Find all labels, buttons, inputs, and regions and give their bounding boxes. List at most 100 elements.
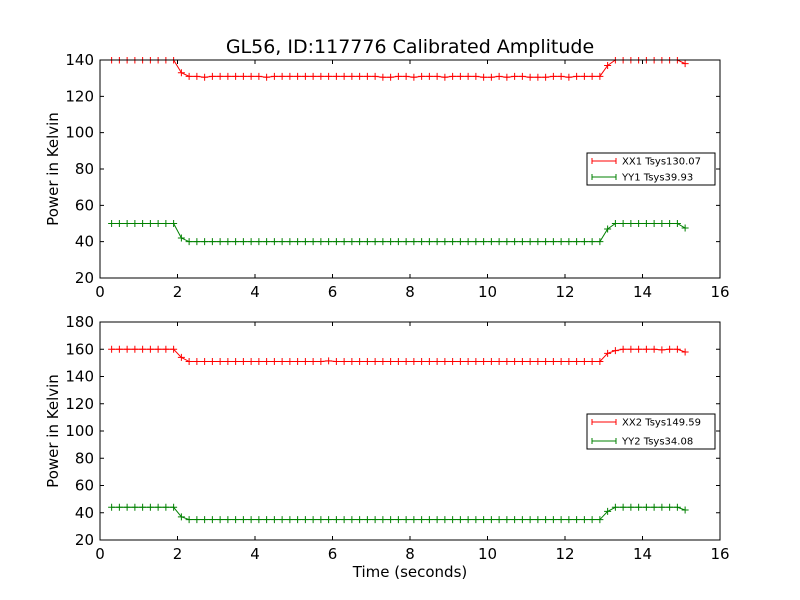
- data-point: [317, 72, 325, 80]
- data-point: [565, 238, 573, 246]
- data-point: [402, 238, 410, 246]
- data-point: [433, 72, 441, 80]
- data-point: [619, 220, 627, 227]
- x-tick-label: 14: [633, 545, 652, 563]
- legend-label: XX2 Tsys149.59: [622, 418, 701, 429]
- data-point: [642, 503, 650, 511]
- data-point: [348, 72, 356, 80]
- data-point: [115, 345, 123, 353]
- data-point: [301, 516, 309, 524]
- data-point: [635, 345, 643, 353]
- data-point: [449, 238, 457, 246]
- data-point: [208, 358, 216, 366]
- legend-box: [586, 413, 716, 450]
- data-point: [379, 238, 387, 246]
- x-tick-label: 6: [328, 283, 338, 301]
- data-point: [456, 358, 464, 366]
- data-point: [464, 516, 472, 524]
- data-point: [379, 358, 387, 366]
- data-point: [325, 72, 333, 80]
- data-point: [681, 506, 689, 514]
- data-point: [425, 238, 433, 246]
- data-point: [503, 238, 511, 246]
- data-point: [387, 238, 395, 246]
- data-point: [495, 358, 503, 366]
- x-tick-label: 12: [555, 283, 574, 301]
- data-point: [542, 358, 550, 366]
- data-point: [309, 516, 317, 524]
- data-point: [162, 220, 170, 227]
- data-point: [542, 516, 550, 524]
- data-point: [487, 358, 495, 366]
- x-tick-label: 10: [478, 283, 497, 301]
- data-point: [673, 345, 681, 353]
- data-point: [340, 72, 348, 80]
- data-point: [185, 238, 193, 246]
- data-point: [650, 345, 658, 353]
- data-point: [177, 513, 185, 521]
- data-point: [263, 238, 271, 246]
- data-point: [495, 238, 503, 246]
- data-point: [379, 73, 387, 81]
- data-point: [596, 516, 604, 524]
- data-point: [410, 73, 418, 81]
- data-point: [464, 358, 472, 366]
- data-point: [557, 238, 565, 246]
- data-point: [650, 220, 658, 227]
- data-point: [627, 503, 635, 511]
- legend-label: YY2 Tsys34.08: [621, 437, 693, 448]
- data-point: [635, 220, 643, 227]
- data-point: [394, 238, 402, 246]
- data-point: [363, 72, 371, 80]
- data-point: [456, 72, 464, 80]
- data-point: [627, 345, 635, 353]
- data-point: [495, 516, 503, 524]
- data-point: [263, 516, 271, 524]
- data-point: [464, 238, 472, 246]
- data-point: [201, 358, 209, 366]
- x-tick-label: 8: [405, 283, 415, 301]
- data-point: [658, 503, 666, 511]
- x-tick-label: 8: [405, 545, 415, 563]
- data-point: [177, 353, 185, 361]
- data-point: [425, 72, 433, 80]
- x-tick-label: 0: [95, 545, 105, 563]
- y-tick-label: 120: [65, 395, 94, 413]
- data-point: [115, 220, 123, 227]
- data-point: [108, 345, 116, 353]
- data-point: [325, 357, 333, 365]
- data-point: [301, 72, 309, 80]
- legend-marker: [591, 158, 617, 164]
- y-tick-label: 140: [65, 368, 94, 386]
- data-point: [573, 358, 581, 366]
- data-point: [588, 72, 596, 80]
- data-point: [170, 220, 178, 227]
- data-point: [146, 345, 154, 353]
- data-point: [286, 238, 294, 246]
- data-point: [456, 516, 464, 524]
- data-point: [666, 220, 674, 227]
- data-point: [340, 358, 348, 366]
- legend: XX1 Tsys130.07 YY1 Tsys39.93: [586, 152, 716, 186]
- data-point: [480, 238, 488, 246]
- data-point: [131, 345, 139, 353]
- y-tick-label: 60: [75, 477, 94, 495]
- data-point: [208, 516, 216, 524]
- y-tick-label: 100: [65, 422, 94, 440]
- data-point: [666, 503, 674, 511]
- data-point: [278, 72, 286, 80]
- data-point: [363, 358, 371, 366]
- y-tick-label: 120: [65, 87, 94, 105]
- data-point: [604, 507, 612, 515]
- data-point: [394, 358, 402, 366]
- data-point: [247, 516, 255, 524]
- y-tick-label: 140: [65, 51, 94, 69]
- data-point: [139, 345, 147, 353]
- data-point: [410, 238, 418, 246]
- data-point: [580, 516, 588, 524]
- data-point: [139, 220, 147, 227]
- x-tick-label: 16: [710, 545, 729, 563]
- data-point: [441, 238, 449, 246]
- data-point: [201, 238, 209, 246]
- data-point: [247, 358, 255, 366]
